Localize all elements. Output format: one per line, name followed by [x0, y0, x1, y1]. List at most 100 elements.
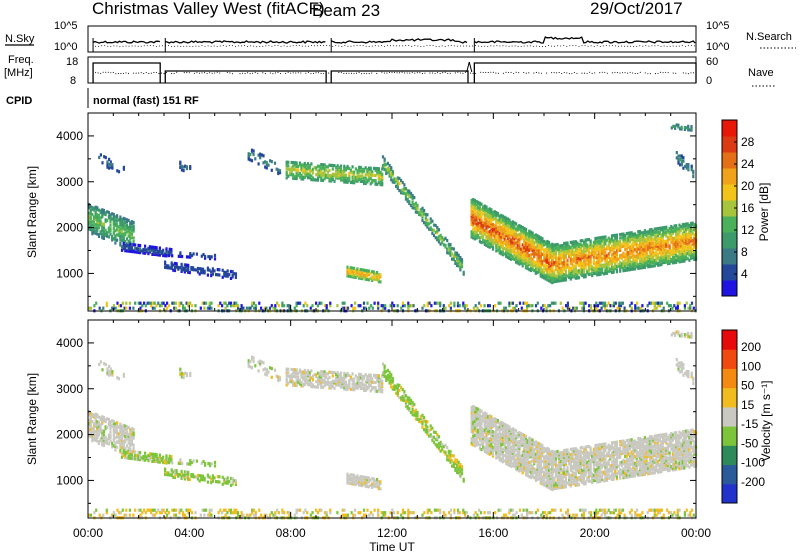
power-cell	[214, 257, 216, 260]
nsearch-tick-low: 10^0	[706, 41, 730, 53]
freq-dot	[589, 72, 590, 73]
nsearch-dot	[487, 46, 488, 47]
power-cell	[566, 241, 568, 244]
nsearch-dot	[490, 45, 491, 46]
freq-dot	[685, 73, 686, 74]
freq-dot	[384, 72, 385, 73]
velocity-cell	[129, 514, 131, 517]
velocity-cell	[210, 514, 212, 517]
freq-dot	[113, 72, 114, 73]
freq-dot	[635, 73, 636, 74]
power-cell	[359, 304, 361, 307]
power-cell	[377, 302, 379, 305]
nsearch-dot	[159, 45, 160, 46]
nsearch-dot	[621, 45, 622, 46]
freq-unit: [MHz]	[4, 67, 33, 79]
velocity-cell	[194, 511, 196, 514]
freq-dot	[630, 72, 631, 73]
freq-dot	[353, 73, 354, 74]
freq-dot	[227, 72, 228, 73]
freq-dot	[587, 73, 588, 74]
freq-dot	[174, 73, 175, 74]
freq-dot	[98, 72, 99, 73]
freq-dot	[622, 72, 623, 73]
power-cell	[444, 244, 446, 247]
power-cell	[354, 302, 356, 305]
freq-dot	[683, 72, 684, 73]
nsearch-dot	[569, 45, 570, 46]
power-cell	[106, 302, 108, 305]
power-cell	[461, 265, 463, 268]
nsearch-dot	[284, 45, 285, 46]
power-cell	[403, 183, 405, 186]
nave-spike	[467, 62, 472, 72]
nsearch-dot	[122, 46, 123, 47]
nsearch-dot	[673, 45, 674, 46]
power-cell	[679, 302, 681, 305]
velocity-cell	[636, 509, 638, 512]
freq-dot	[637, 73, 638, 74]
nsearch-dot	[509, 46, 510, 47]
power-cell	[228, 273, 230, 276]
velocity-cell	[393, 511, 395, 514]
nsearch-dot	[192, 46, 193, 47]
freq-dot	[483, 72, 484, 73]
freq-dot	[541, 73, 542, 74]
power-cell	[576, 307, 578, 310]
power-cell	[371, 170, 373, 173]
power-cell	[156, 246, 158, 249]
power-cell	[345, 174, 347, 177]
freq-dot	[432, 72, 433, 73]
freq-dot	[123, 73, 124, 74]
nsearch-dot	[354, 45, 355, 46]
nsearch-dot	[302, 46, 303, 47]
power-cell	[426, 218, 428, 221]
velocity-cell	[512, 509, 514, 512]
freq-dot	[361, 73, 362, 74]
power-cell	[258, 162, 260, 165]
power-cell	[131, 246, 133, 249]
nsky-label: N.Sky	[5, 33, 35, 45]
velocity-cell	[466, 511, 468, 514]
power-cell	[384, 158, 386, 161]
nsearch-dot	[183, 46, 184, 47]
velocity-cell	[519, 509, 521, 512]
nsearch-dot	[144, 45, 145, 46]
nsearch-dot	[524, 45, 525, 46]
power-cell	[153, 251, 155, 254]
nsearch-dot	[451, 45, 452, 46]
nsearch-dot	[262, 46, 263, 47]
velocity-cell	[103, 430, 105, 433]
freq-dot	[614, 72, 615, 73]
nsearch-dot	[423, 46, 424, 47]
velocity-cell	[484, 511, 486, 514]
nsearch-dot	[147, 45, 148, 46]
nsearch-dot	[387, 45, 388, 46]
nsearch-dot	[217, 46, 218, 47]
power-cell	[237, 304, 239, 307]
freq-dot	[118, 73, 119, 74]
nsearch-dot	[566, 46, 567, 47]
freq-dot	[232, 73, 233, 74]
power-cell	[381, 173, 383, 176]
power-cell	[494, 304, 496, 307]
power-cell	[370, 167, 372, 170]
nsearch-dot	[667, 46, 668, 47]
power-cell	[133, 221, 135, 224]
freq-dot	[538, 72, 539, 73]
power-cell	[690, 125, 692, 128]
freq-dot	[103, 72, 104, 73]
power-cell	[525, 228, 527, 231]
velocity-cell	[102, 514, 104, 517]
freq-dot	[184, 72, 185, 73]
nsearch-dot	[113, 45, 114, 46]
power-cell	[686, 302, 688, 305]
nsky-trace	[165, 41, 325, 43]
nsearch-dot	[332, 46, 333, 47]
nsearch-dot	[685, 46, 686, 47]
freq-dot	[338, 72, 339, 73]
freq-dot	[412, 72, 413, 73]
freq-dot	[290, 73, 291, 74]
velocity-cell	[531, 511, 533, 514]
nsearch-dot	[396, 45, 397, 46]
